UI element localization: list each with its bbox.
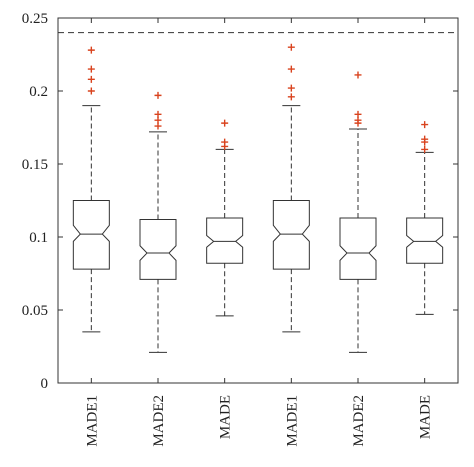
category-label: MADE xyxy=(418,395,434,439)
category-label: MADE1 xyxy=(84,395,100,447)
outlier-marker xyxy=(87,87,95,95)
outlier-marker xyxy=(287,43,295,51)
y-tick-label: 0.1 xyxy=(29,230,48,246)
outlier-marker xyxy=(87,65,95,73)
category-label: MADE1 xyxy=(284,395,300,447)
y-tick-label: 0.15 xyxy=(22,157,48,173)
category-label: MADE2 xyxy=(151,395,167,447)
y-tick-label: 0.2 xyxy=(29,84,48,100)
outlier-marker xyxy=(421,121,429,129)
outlier-marker xyxy=(354,116,362,124)
outlier-marker xyxy=(154,110,162,118)
notched-box xyxy=(206,217,244,264)
outlier-marker xyxy=(154,91,162,99)
outlier-marker xyxy=(287,93,295,101)
outlier-marker xyxy=(154,122,162,130)
notched-box xyxy=(72,200,110,270)
notched-box xyxy=(139,218,177,280)
outlier-marker xyxy=(221,138,229,146)
y-tick-label: 0.05 xyxy=(22,303,48,319)
outlier-marker xyxy=(421,135,429,143)
category-label: MADE2 xyxy=(351,395,367,447)
outlier-marker xyxy=(87,75,95,83)
outlier-marker xyxy=(287,84,295,92)
y-tick-label: 0 xyxy=(41,376,49,392)
plot-area: 0 0.05 0.1 0.15 0.2 0.25 MADE1 MADE2 MADE MADE1 MA… xyxy=(22,11,459,447)
outlier-marker xyxy=(354,71,362,79)
outlier-marker xyxy=(87,46,95,54)
plot-frame xyxy=(57,17,459,384)
notched-box xyxy=(272,200,310,270)
notched-box xyxy=(406,217,444,264)
outlier-marker xyxy=(354,110,362,118)
category-label: MADE xyxy=(218,395,234,439)
outlier-marker xyxy=(154,116,162,124)
y-tick-label: 0.25 xyxy=(22,11,48,27)
outlier-marker xyxy=(221,119,229,127)
notched-box xyxy=(339,217,377,280)
outlier-marker xyxy=(287,65,295,73)
outlier-marker xyxy=(421,145,429,153)
